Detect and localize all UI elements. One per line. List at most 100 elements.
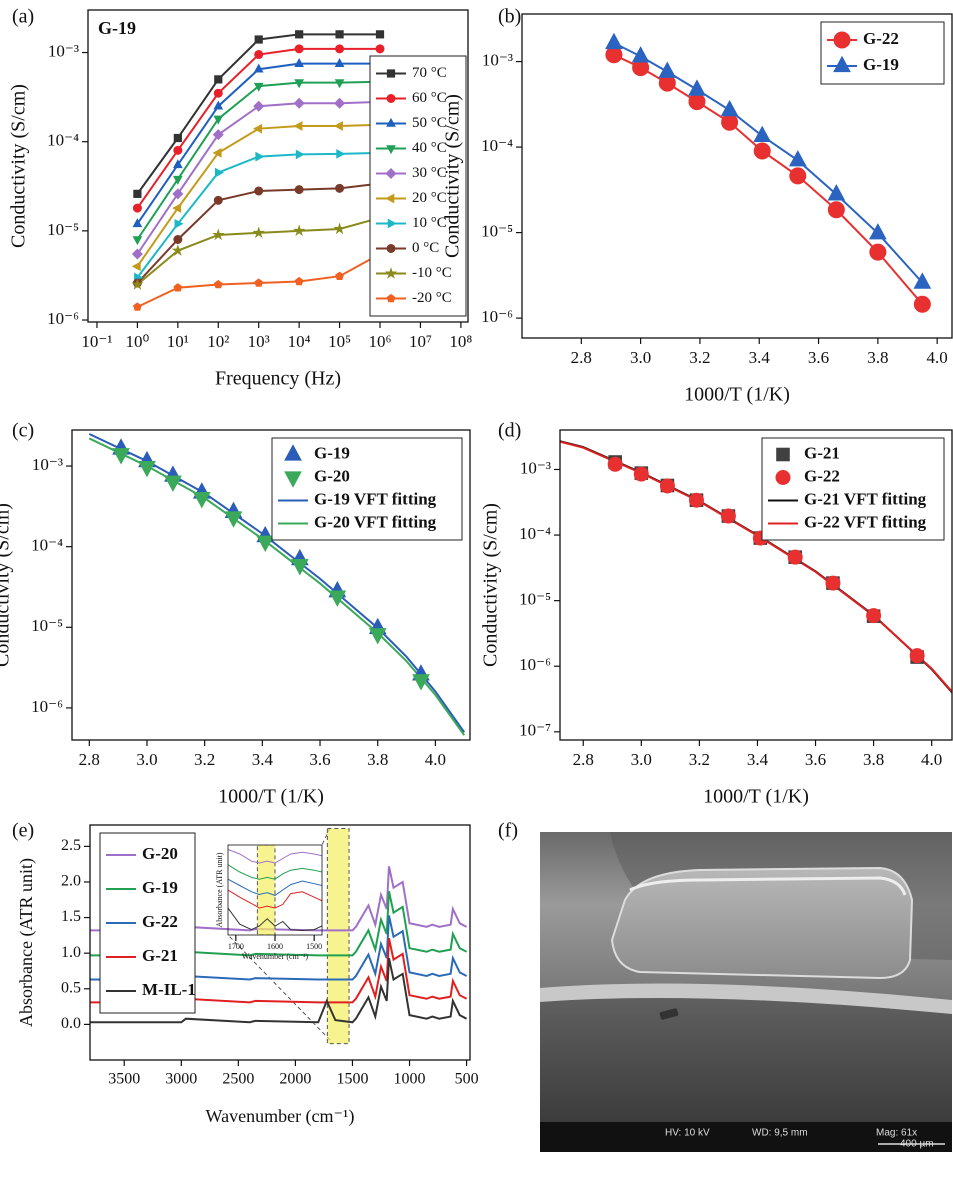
marker	[387, 95, 395, 103]
legend-label: 0 °C	[412, 240, 439, 256]
legend-label: G-21	[142, 946, 178, 965]
x-tick-label: 3.8	[867, 348, 888, 367]
marker	[295, 122, 302, 130]
marker	[335, 224, 344, 233]
marker	[215, 169, 222, 177]
marker	[336, 184, 344, 192]
marker	[754, 127, 770, 142]
panel-label: (f)	[498, 820, 518, 842]
x-tick-label: 1500	[306, 942, 322, 951]
x-tick-label: 2.8	[79, 750, 100, 769]
x-tick-label: 1700	[228, 942, 244, 951]
legend-label: G-22 VFT fitting	[804, 512, 927, 531]
marker	[376, 45, 384, 53]
y-axis-label: Conductivity (S/cm)	[480, 503, 502, 667]
x-tick-label: 4.0	[425, 750, 446, 769]
x-axis-label: 1000/T (1/K)	[684, 384, 790, 406]
y-axis-label: Conductivity (S/cm)	[0, 503, 14, 667]
y-tick-label: 2.5	[61, 837, 81, 854]
x-tick-label: 2.8	[573, 750, 594, 769]
x-tick-label: 3.8	[367, 750, 388, 769]
panel-label: (a)	[12, 6, 34, 28]
marker	[826, 576, 840, 590]
marker	[294, 98, 304, 108]
legend-label: G-19 VFT fitting	[314, 489, 437, 508]
marker	[256, 153, 263, 161]
marker	[214, 230, 223, 239]
marker	[870, 224, 886, 239]
y-tick-label: 10⁻⁵	[519, 590, 551, 609]
marker	[722, 101, 738, 116]
x-tick-label: 3.6	[805, 750, 826, 769]
y-tick-label: 10⁻⁵	[31, 616, 63, 635]
x-tick-label: 1500	[336, 1071, 368, 1088]
x-tick-label: 3.2	[689, 348, 710, 367]
y-axis-label: Absorbance (ATR unit)	[215, 852, 224, 927]
x-tick-label: 2000	[279, 1071, 311, 1088]
legend-label: 70 °C	[412, 65, 447, 81]
marker	[134, 190, 141, 197]
x-tick-label: 3.0	[630, 348, 651, 367]
x-tick-label: 3000	[165, 1071, 197, 1088]
x-axis-label: Wavenumber (cm⁻¹)	[206, 1106, 355, 1127]
marker	[910, 649, 924, 663]
marker	[336, 31, 343, 38]
x-tick-label: 4.0	[921, 750, 942, 769]
legend-label: G-19	[314, 443, 350, 462]
marker	[870, 244, 886, 260]
marker	[634, 467, 648, 481]
marker	[295, 45, 303, 53]
marker	[754, 143, 770, 159]
x-tick-label: 10⁰	[125, 332, 149, 351]
panel-label: (e)	[12, 820, 34, 842]
y-tick-label: 10⁻³	[520, 458, 551, 477]
y-tick-label: 10⁻⁵	[481, 221, 513, 240]
marker	[255, 36, 262, 43]
marker	[255, 51, 263, 59]
legend-label: G-22	[142, 912, 178, 931]
x-tick-label: 10⁸	[449, 332, 472, 351]
marker	[296, 31, 303, 38]
marker	[721, 509, 735, 523]
x-tick-label: 10⁻¹	[81, 332, 112, 351]
x-tick-label: 3.2	[689, 750, 710, 769]
x-tick-label: 10⁷	[409, 332, 432, 351]
highlight-band	[257, 845, 275, 935]
x-axis-label: 1000/T (1/K)	[218, 786, 324, 808]
x-tick-label: 10⁵	[328, 332, 351, 351]
marker	[257, 536, 273, 551]
sem-mag: Mag: 61x	[876, 1128, 917, 1139]
x-tick-label: 2500	[222, 1071, 254, 1088]
marker	[174, 146, 182, 154]
marker	[133, 204, 141, 212]
marker	[659, 63, 675, 78]
y-tick-label: 1.5	[61, 908, 81, 925]
panel-label: (c)	[12, 420, 34, 442]
y-axis-label: Absorbance (ATR unit)	[16, 858, 37, 1027]
marker	[337, 150, 344, 158]
marker	[790, 168, 806, 184]
y-tick-label: 10⁻⁴	[519, 524, 551, 543]
y-tick-label: 10⁻⁴	[481, 136, 513, 155]
y-tick-label: 0.0	[61, 1015, 81, 1032]
marker	[134, 303, 142, 310]
legend-label: G-20	[142, 844, 178, 863]
marker	[174, 235, 182, 243]
x-tick-label: 2.8	[571, 348, 592, 367]
marker	[174, 284, 182, 291]
marker	[335, 122, 342, 130]
legend-label: M-IL-1	[142, 980, 196, 999]
marker	[834, 32, 850, 48]
y-tick-label: 10⁻⁷	[519, 721, 551, 740]
marker	[776, 471, 790, 485]
y-tick-label: 10⁻⁶	[481, 307, 513, 326]
series-line	[614, 55, 922, 304]
marker	[174, 134, 181, 141]
y-tick-label: 10⁻⁵	[47, 220, 79, 239]
marker	[387, 245, 395, 253]
y-tick-label: 1.0	[61, 944, 81, 961]
marker	[214, 281, 222, 288]
y-tick-label: 10⁻⁴	[47, 131, 79, 150]
marker	[788, 550, 802, 564]
x-tick-label: 3.4	[252, 750, 274, 769]
